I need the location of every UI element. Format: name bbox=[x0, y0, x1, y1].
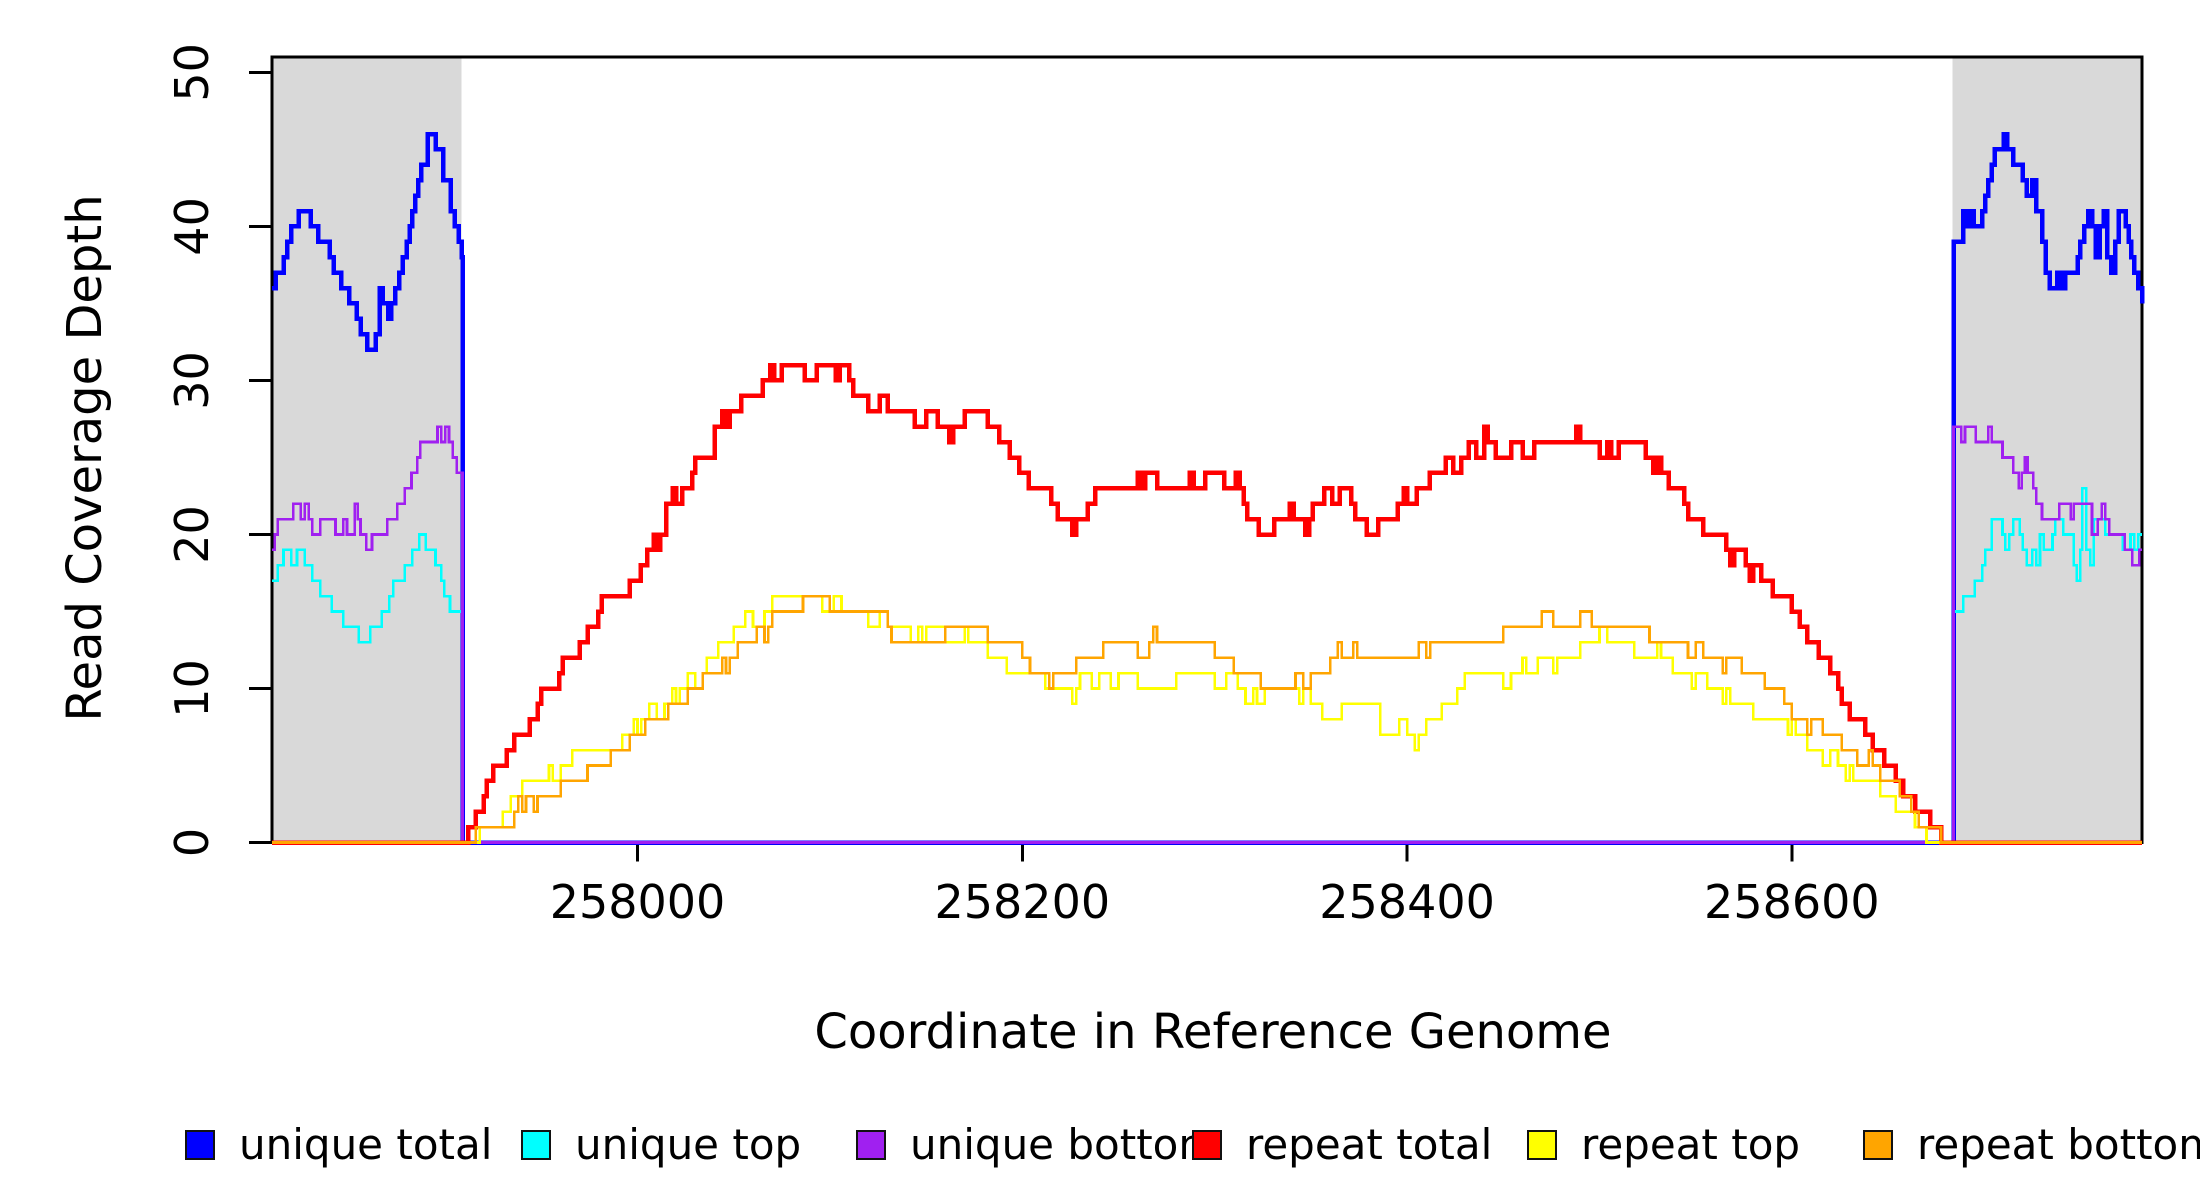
shaded-region-right-unique-flank bbox=[1952, 57, 2142, 843]
x-axis-tick-label: 258200 bbox=[935, 875, 1111, 929]
legend-label: repeat top bbox=[1581, 1120, 1801, 1169]
legend-label: unique bottom bbox=[910, 1120, 1220, 1169]
legend-item-repeat-total: repeat total bbox=[1192, 1120, 1492, 1169]
legend-swatch-repeat-top bbox=[1527, 1129, 1557, 1160]
series-line-unique-top bbox=[272, 487, 2142, 844]
x-axis-tick-label: 258000 bbox=[550, 875, 726, 929]
y-axis-tick-label: 40 bbox=[165, 197, 219, 256]
y-axis-tick-label: 50 bbox=[165, 43, 219, 102]
x-axis-tick-label: 258400 bbox=[1319, 875, 1495, 929]
plot-border bbox=[270, 55, 2144, 844]
legend-swatch-unique-total bbox=[185, 1129, 215, 1160]
legend-swatch-unique-bottom bbox=[856, 1129, 886, 1160]
legend-swatch-repeat-total bbox=[1192, 1129, 1222, 1160]
legend-label: repeat bottom bbox=[1917, 1120, 2200, 1169]
legend-swatch-unique-top bbox=[521, 1129, 551, 1160]
legend-swatch-repeat-bottom bbox=[1863, 1129, 1893, 1160]
series-line-repeat-bottom bbox=[272, 594, 2142, 844]
legend-label: unique top bbox=[575, 1120, 802, 1169]
x-axis-title: Coordinate in Reference Genome bbox=[814, 1004, 1612, 1060]
y-axis-tick-label: 20 bbox=[165, 505, 219, 564]
shaded-region-left-unique-flank bbox=[272, 57, 462, 843]
series-line-repeat-total bbox=[272, 362, 2142, 845]
legend-label: unique total bbox=[239, 1120, 493, 1169]
legend-label: repeat total bbox=[1246, 1120, 1493, 1169]
legend-item-unique-total: unique total bbox=[185, 1120, 492, 1169]
series-line-unique-total bbox=[272, 131, 2145, 845]
y-axis-tick-label: 10 bbox=[165, 659, 219, 718]
y-axis-tick-label: 30 bbox=[165, 351, 219, 410]
legend-item-unique-bottom: unique bottom bbox=[856, 1120, 1219, 1169]
y-axis-tick-label: 0 bbox=[165, 828, 219, 857]
y-axis-title: Read Coverage Depth bbox=[57, 194, 113, 722]
x-axis-tick-label: 258600 bbox=[1704, 875, 1880, 929]
legend-item-unique-top: unique top bbox=[521, 1120, 801, 1169]
legend-item-repeat-top: repeat top bbox=[1527, 1120, 1800, 1169]
legend-item-repeat-bottom: repeat bottom bbox=[1863, 1120, 2200, 1169]
